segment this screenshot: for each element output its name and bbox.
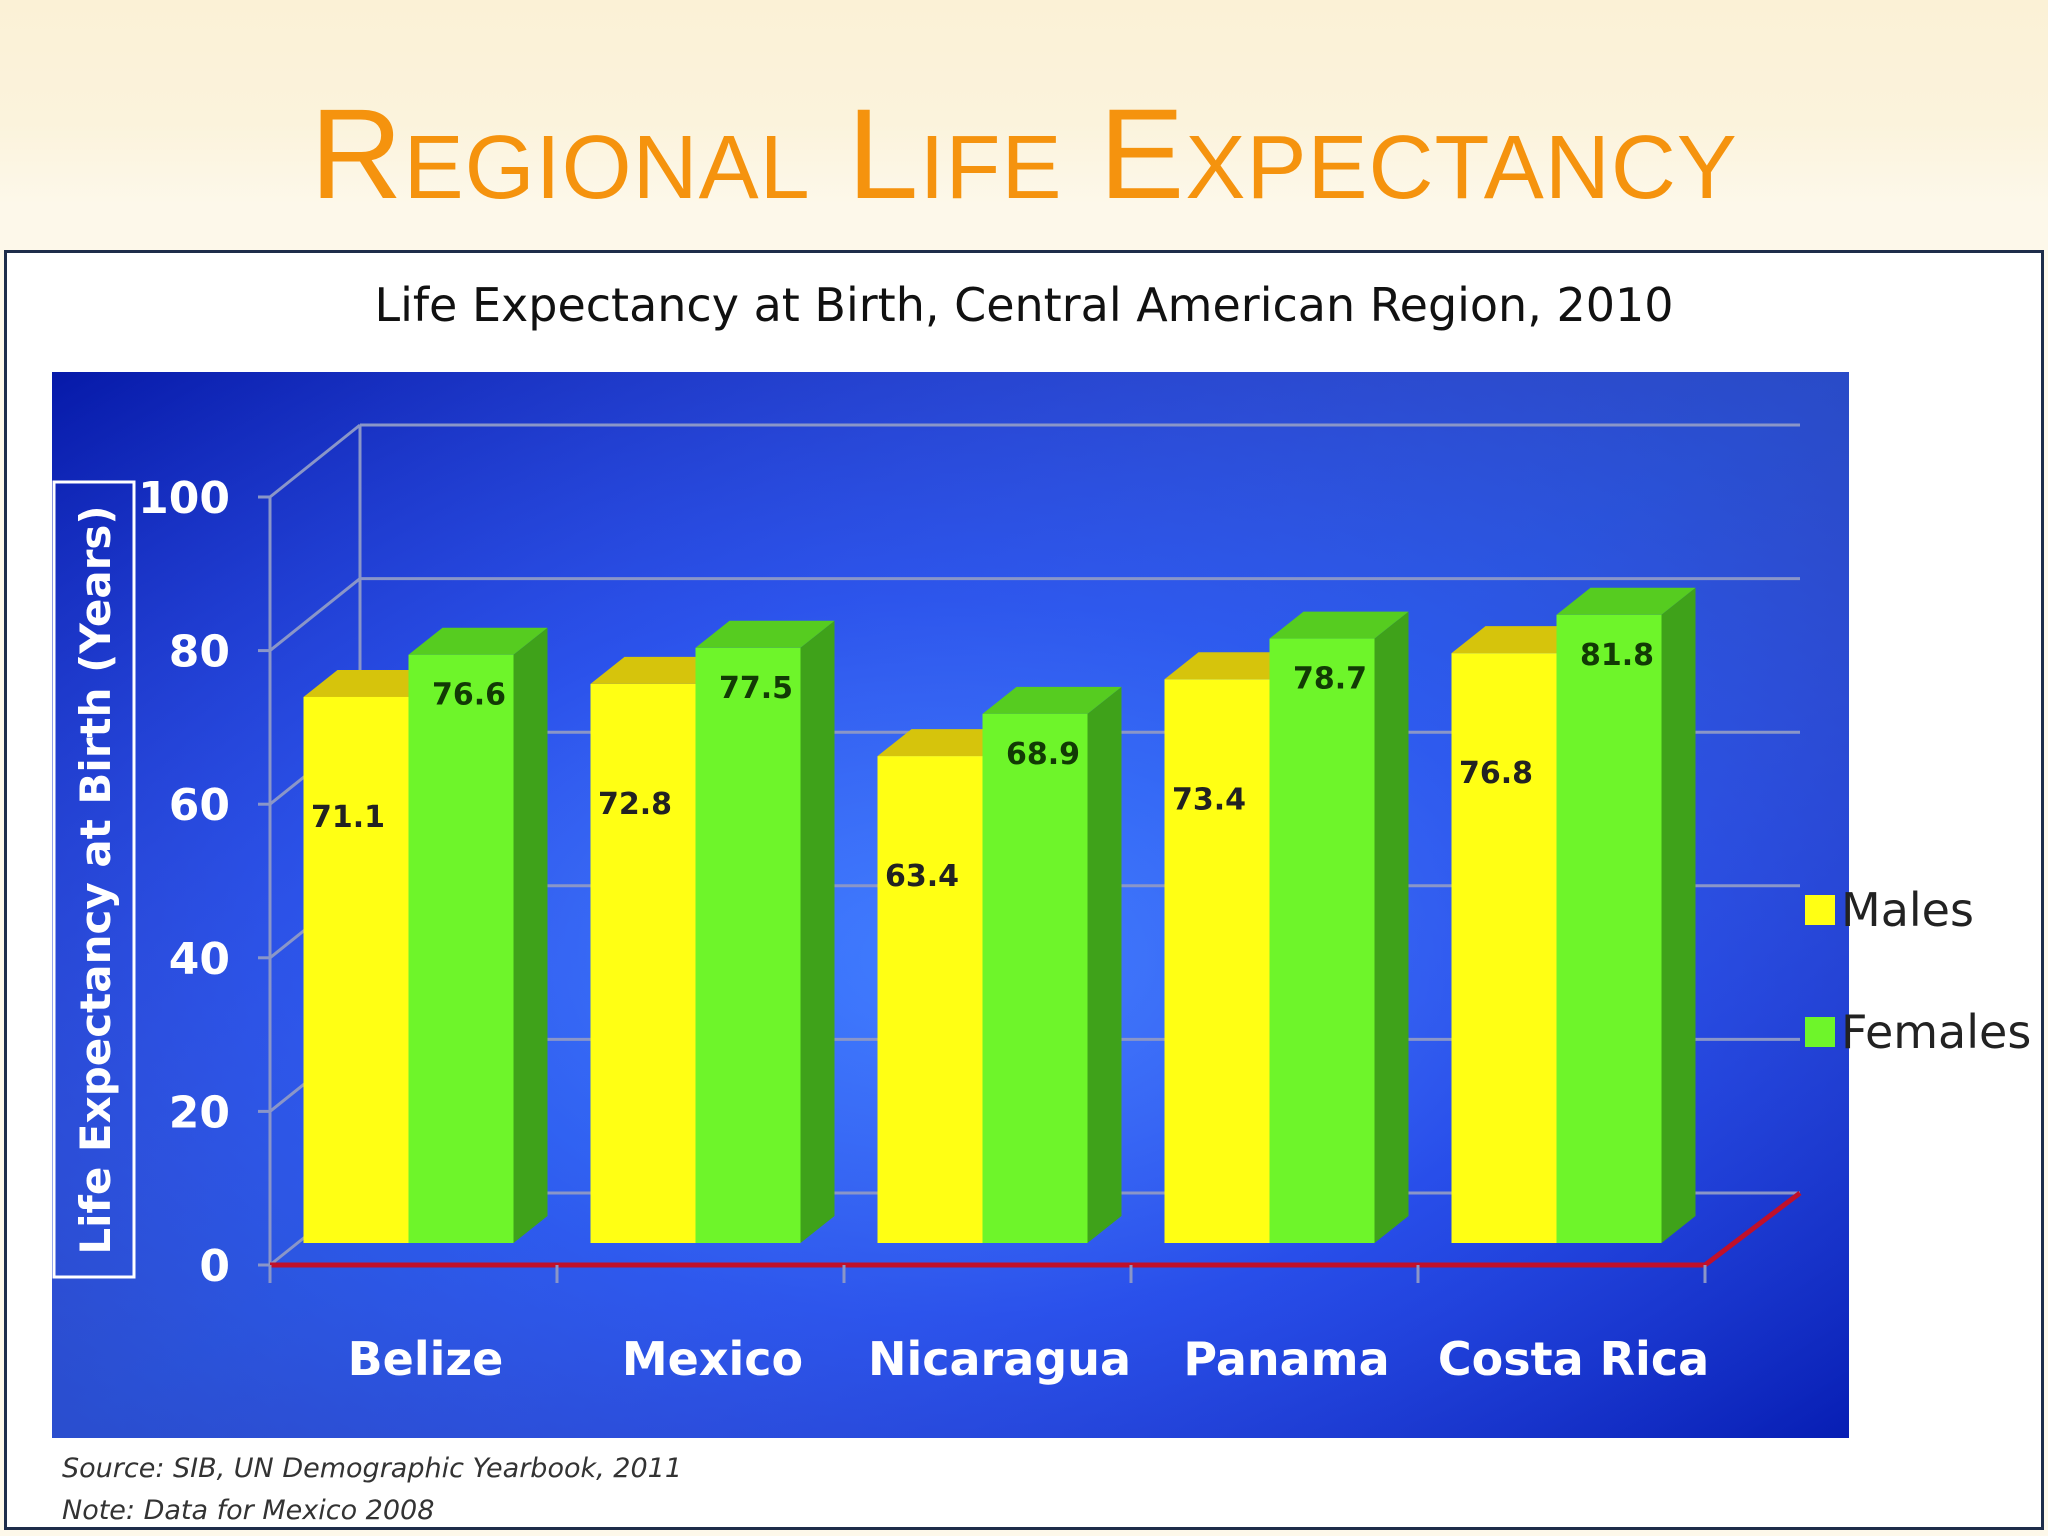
bar <box>590 683 696 1243</box>
bar-top <box>303 669 443 697</box>
bar-side <box>1374 611 1409 1243</box>
bar <box>877 756 983 1243</box>
bar-side <box>1087 686 1122 1243</box>
bar <box>695 647 801 1243</box>
bar <box>1556 614 1662 1243</box>
bar <box>1269 638 1375 1243</box>
data-label: 63.4 <box>885 859 959 894</box>
y-tick-label: 80 <box>169 627 230 678</box>
data-label: 72.8 <box>598 787 672 822</box>
chart-legend: Males Females <box>1805 880 2031 1124</box>
bar <box>982 713 1088 1243</box>
bar-top <box>1451 626 1591 654</box>
x-tick-label: Mexico <box>622 1332 803 1386</box>
bar-top <box>1164 652 1304 680</box>
bar-side <box>513 627 548 1243</box>
bar <box>408 654 514 1243</box>
grid-line-diagonal <box>269 423 361 499</box>
bar-top <box>408 627 548 655</box>
slide-banner <box>0 0 2048 205</box>
y-axis-label-box <box>52 480 136 1279</box>
y-tick-label: 60 <box>169 780 230 831</box>
y-tick-label: 0 <box>199 1241 230 1292</box>
note-text: Note: Data for Mexico 2008 <box>62 1495 435 1526</box>
bar <box>303 696 409 1243</box>
data-label: 71.1 <box>311 800 385 835</box>
y-tick-label: 100 <box>138 473 230 524</box>
data-label: 78.7 <box>1293 662 1367 697</box>
legend-item-females: Females <box>1805 1002 2031 1062</box>
legend-swatch-males <box>1805 895 1835 925</box>
data-label: 77.5 <box>719 671 793 706</box>
bar <box>1164 679 1270 1243</box>
legend-swatch-females <box>1805 1017 1835 1047</box>
source-note: Source: SIB, UN Demographic Yearbook, 20… <box>62 1448 682 1532</box>
bar-top <box>590 656 730 684</box>
x-tick-label: Nicaragua <box>868 1332 1131 1386</box>
bar-side <box>1661 587 1696 1243</box>
slide-title: Regional Life Expectancy <box>310 83 1738 226</box>
grid-line-diagonal <box>269 577 361 652</box>
x-tick-label: Panama <box>1183 1332 1389 1386</box>
y-tick-label: 20 <box>169 1087 230 1138</box>
x-tick-label: Costa Rica <box>1438 1332 1709 1386</box>
bar-side <box>800 620 835 1243</box>
chart-title: Life Expectancy at Birth, Central Americ… <box>374 278 1674 332</box>
legend-item-males: Males <box>1805 880 2031 940</box>
data-label: 76.6 <box>432 678 506 713</box>
legend-label-females: Females <box>1841 1005 2032 1059</box>
x-tick-label: Belize <box>348 1332 504 1386</box>
y-axis-label: Life Expectancy at Birth (Years) <box>71 505 120 1254</box>
data-label: 81.8 <box>1580 638 1654 673</box>
data-label: 73.4 <box>1172 782 1246 817</box>
bar <box>1451 653 1557 1243</box>
source-text: Source: SIB, UN Demographic Yearbook, 20… <box>62 1453 682 1484</box>
y-tick-label: 40 <box>169 934 230 985</box>
bar-top <box>1269 611 1409 639</box>
bar-top <box>695 620 835 648</box>
data-label: 76.8 <box>1459 756 1533 791</box>
bar-top <box>1556 587 1696 615</box>
bar-top <box>982 686 1122 714</box>
bar-top <box>877 729 1017 757</box>
data-label: 68.9 <box>1006 737 1080 772</box>
legend-label-males: Males <box>1841 883 1974 937</box>
